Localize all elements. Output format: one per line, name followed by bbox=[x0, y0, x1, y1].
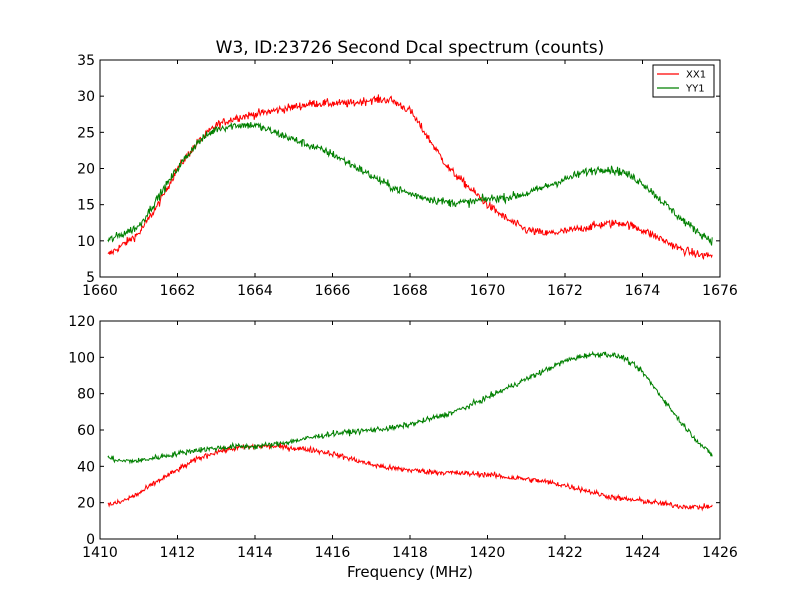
chart-title: W3, ID:23726 Second Dcal spectrum (count… bbox=[216, 38, 605, 58]
plot-frame bbox=[99, 320, 721, 540]
x-tick-label: 1424 bbox=[625, 545, 661, 561]
x-tick-label: 1670 bbox=[470, 283, 506, 299]
x-tick-label: 1660 bbox=[82, 283, 118, 299]
y-tick-label: 30 bbox=[77, 89, 95, 105]
series-line-series-1 bbox=[107, 350, 713, 465]
legend-box bbox=[652, 64, 715, 98]
legend-label-yy1: YY1 bbox=[685, 84, 705, 95]
y-tick-label: 40 bbox=[77, 459, 95, 475]
y-tick-label: 80 bbox=[77, 387, 95, 403]
series-line-xx1 bbox=[107, 94, 713, 261]
y-tick-label: 120 bbox=[68, 314, 95, 330]
x-tick-label: 1410 bbox=[82, 545, 118, 561]
top-plot: 1660 1662 1664 1666 1668 1670 1672 1674 1676 5 10 1… bbox=[77, 53, 738, 299]
y-tick-label: 60 bbox=[77, 423, 95, 439]
x-tick-label: 1672 bbox=[547, 283, 583, 299]
x-tick-label: 1420 bbox=[470, 545, 506, 561]
x-tick-label: 1426 bbox=[702, 545, 738, 561]
y-tick-label: 20 bbox=[77, 496, 95, 512]
x-axis-label: Frequency (MHz) bbox=[347, 563, 473, 581]
y-tick-label: 20 bbox=[77, 162, 95, 178]
x-tick-label: 1664 bbox=[237, 283, 273, 299]
bottom-plot: 1410 1412 1414 1416 1418 1420 1422 1424 1426 0 20 4… bbox=[68, 314, 738, 561]
x-tick-label: 1416 bbox=[315, 545, 351, 561]
y-tick-label: 15 bbox=[77, 198, 95, 214]
x-tick-label: 1414 bbox=[237, 545, 273, 561]
x-tick-label: 1674 bbox=[625, 283, 661, 299]
x-tick-label: 1422 bbox=[547, 545, 583, 561]
y-tick-label: 35 bbox=[77, 53, 95, 69]
y-tick-label: 0 bbox=[86, 532, 95, 548]
series-line-series-0 bbox=[107, 442, 713, 512]
y-tick-label: 100 bbox=[68, 350, 95, 366]
x-tick-label: 1676 bbox=[702, 283, 738, 299]
series-line-yy1 bbox=[107, 121, 713, 246]
plot-frame bbox=[99, 59, 721, 278]
y-tick-label: 10 bbox=[77, 234, 95, 250]
x-tick-label: 1418 bbox=[392, 545, 428, 561]
x-tick-label: 1412 bbox=[160, 545, 196, 561]
y-tick-label: 5 bbox=[86, 270, 95, 286]
y-tick-label: 25 bbox=[77, 125, 95, 141]
legend-label-xx1: XX1 bbox=[686, 70, 706, 81]
x-tick-label: 1666 bbox=[315, 283, 351, 299]
x-tick-label: 1662 bbox=[160, 283, 196, 299]
x-tick-label: 1668 bbox=[392, 283, 428, 299]
